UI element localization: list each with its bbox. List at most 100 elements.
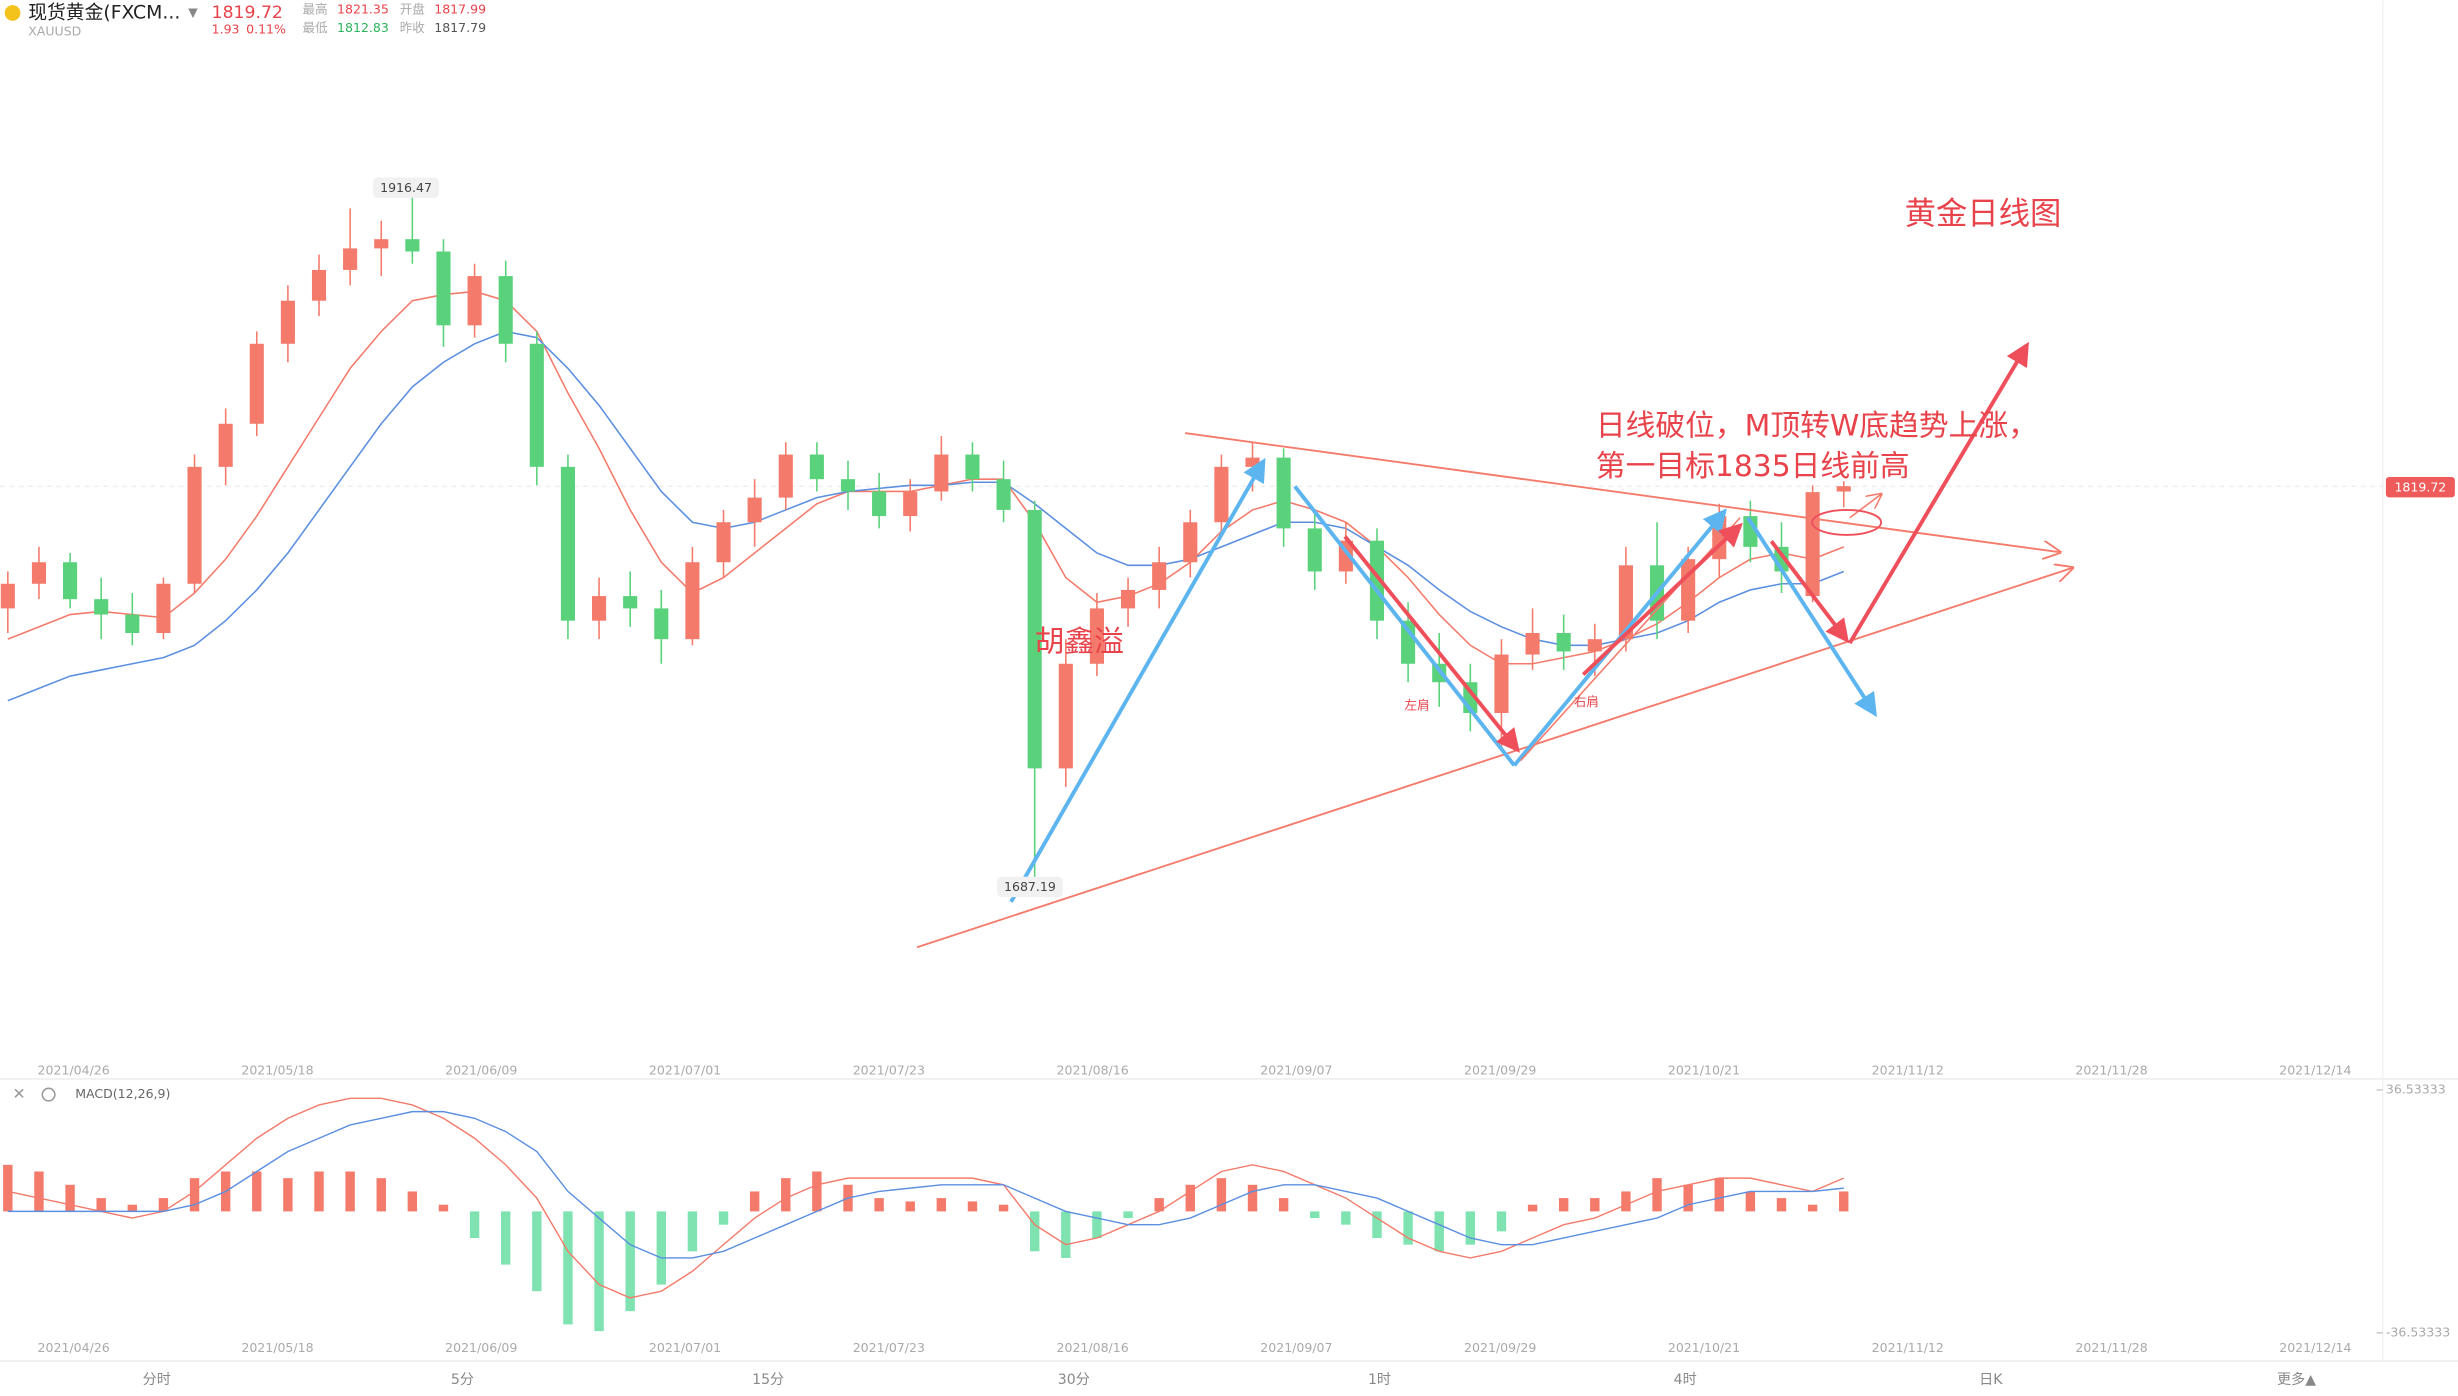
macd-bar bbox=[998, 1204, 1009, 1212]
x-tick-label: 2021/09/29 bbox=[1464, 1340, 1536, 1355]
setting-icon[interactable] bbox=[41, 1087, 56, 1102]
annotation-title: 黄金日线图 bbox=[1905, 196, 2062, 232]
timeframe-button[interactable]: 15分 bbox=[752, 1372, 784, 1388]
x-tick-label: 2021/07/01 bbox=[649, 1063, 721, 1078]
x-tick-label: 2021/10/21 bbox=[1668, 1063, 1740, 1078]
x-tick-label: 2021/12/14 bbox=[2279, 1063, 2351, 1078]
arrow bbox=[1581, 522, 1743, 676]
x-tick-label: 2021/11/28 bbox=[2075, 1063, 2147, 1078]
x-tick-label: 2021/11/28 bbox=[2075, 1340, 2147, 1355]
candle-body bbox=[1556, 632, 1571, 652]
symbol-code: XAUUSD bbox=[28, 23, 81, 38]
candle-body bbox=[94, 599, 109, 615]
candle-body bbox=[1120, 589, 1136, 609]
macd-line bbox=[7, 1110, 1844, 1259]
open: 1817.99 bbox=[434, 1, 486, 16]
macd-bar bbox=[967, 1201, 978, 1212]
macd-bar bbox=[1123, 1211, 1133, 1219]
macd-bar bbox=[283, 1178, 293, 1212]
candle-body bbox=[31, 562, 47, 584]
x-tick-label: 2021/07/01 bbox=[649, 1340, 721, 1355]
candle-body bbox=[1058, 663, 1073, 769]
candle-body bbox=[498, 276, 513, 344]
timeframe-button[interactable]: 分时 bbox=[143, 1372, 171, 1388]
candle-body bbox=[996, 479, 1011, 510]
macd-bar bbox=[749, 1191, 760, 1212]
x-tick-label: 2021/11/12 bbox=[1872, 1063, 1944, 1078]
macd-bar bbox=[252, 1171, 262, 1212]
x-tick-label: 2021/11/12 bbox=[1872, 1340, 1944, 1355]
arrow bbox=[1849, 494, 1881, 519]
timeframe-button[interactable]: 1时 bbox=[1368, 1372, 1391, 1388]
candle-body bbox=[1836, 486, 1851, 492]
candle-body bbox=[1494, 654, 1509, 713]
macd-bar bbox=[1341, 1211, 1351, 1225]
candle-body bbox=[1245, 457, 1260, 467]
x-tick-label: 2021/07/23 bbox=[853, 1063, 925, 1078]
macd-bar bbox=[1061, 1211, 1071, 1258]
candle-body bbox=[778, 454, 793, 498]
price-tag-text: 1819.72 bbox=[2394, 479, 2446, 494]
tool-icon[interactable]: ✕ bbox=[13, 1084, 26, 1103]
candle-body bbox=[840, 479, 856, 492]
candle-body bbox=[1307, 528, 1322, 572]
macd-bar bbox=[1310, 1211, 1320, 1219]
x-tick-label: 2021/10/21 bbox=[1668, 1340, 1740, 1355]
symbol-name[interactable]: 现货黄金(FXCM... bbox=[28, 1, 180, 23]
macd-bar bbox=[905, 1201, 915, 1212]
macd-bar bbox=[1216, 1178, 1227, 1212]
timeframe-button[interactable]: 5分 bbox=[451, 1372, 474, 1388]
drawings bbox=[916, 341, 2072, 949]
x-tick-label: 2021/06/09 bbox=[445, 1340, 517, 1355]
macd-bar bbox=[687, 1211, 698, 1252]
x-tick-label: 2021/09/29 bbox=[1464, 1063, 1536, 1078]
candle-body bbox=[1805, 492, 1820, 597]
macd-bar bbox=[1403, 1211, 1413, 1245]
candle-body bbox=[1525, 632, 1540, 655]
trend-line bbox=[916, 568, 2072, 949]
label-tag bbox=[996, 876, 1063, 898]
macd-bar bbox=[1092, 1211, 1102, 1238]
candle-body bbox=[934, 454, 949, 492]
candle-body bbox=[125, 614, 140, 633]
candle-body bbox=[1587, 639, 1602, 652]
arrow bbox=[1848, 341, 2029, 645]
circle-mark bbox=[1811, 508, 1883, 536]
candle-body bbox=[405, 239, 420, 252]
macd-bar bbox=[345, 1171, 355, 1212]
x-tick-label: 2021/07/23 bbox=[853, 1340, 925, 1355]
timeframe-button[interactable]: 日K bbox=[1979, 1372, 2003, 1388]
candle-body bbox=[187, 466, 202, 584]
macd-bar bbox=[936, 1198, 947, 1212]
dropdown[interactable]: ▼ bbox=[188, 4, 198, 19]
x-tick-label: 2021/04/26 bbox=[38, 1340, 110, 1355]
candle-body bbox=[280, 300, 295, 344]
candle-body bbox=[685, 562, 700, 640]
timeframe-button[interactable]: 更多▲ bbox=[2277, 1371, 2316, 1388]
macd-bar bbox=[189, 1178, 200, 1212]
candle-body bbox=[872, 491, 887, 517]
change: 1.93 bbox=[212, 22, 240, 37]
macd-plot: -36.53333 36.53333 bbox=[3, 1081, 2450, 1339]
x-tick-label: 2021/06/09 bbox=[445, 1063, 517, 1078]
macd-bar bbox=[65, 1184, 75, 1212]
x-tick-label: 2021/09/07 bbox=[1260, 1340, 1332, 1355]
candle-body bbox=[747, 497, 762, 523]
macd-bar bbox=[376, 1178, 386, 1212]
x-tick-label: 2021/08/16 bbox=[1057, 1063, 1129, 1078]
timeframe-button[interactable]: 30分 bbox=[1058, 1372, 1090, 1388]
candle-body bbox=[529, 343, 544, 467]
macd-bar bbox=[501, 1211, 511, 1265]
candle-body bbox=[1401, 620, 1416, 664]
prev: 1817.79 bbox=[434, 20, 486, 35]
macd-bar bbox=[718, 1211, 729, 1225]
timeframe-button[interactable]: 4时 bbox=[1674, 1372, 1697, 1388]
macd-bar bbox=[314, 1171, 324, 1212]
x-tick-label: 2021/05/18 bbox=[241, 1340, 313, 1355]
candle-body bbox=[311, 269, 327, 301]
macd-label: MACD(12,26,9) bbox=[75, 1086, 170, 1101]
macd-bar bbox=[781, 1178, 791, 1212]
macd-bar bbox=[1029, 1211, 1040, 1252]
